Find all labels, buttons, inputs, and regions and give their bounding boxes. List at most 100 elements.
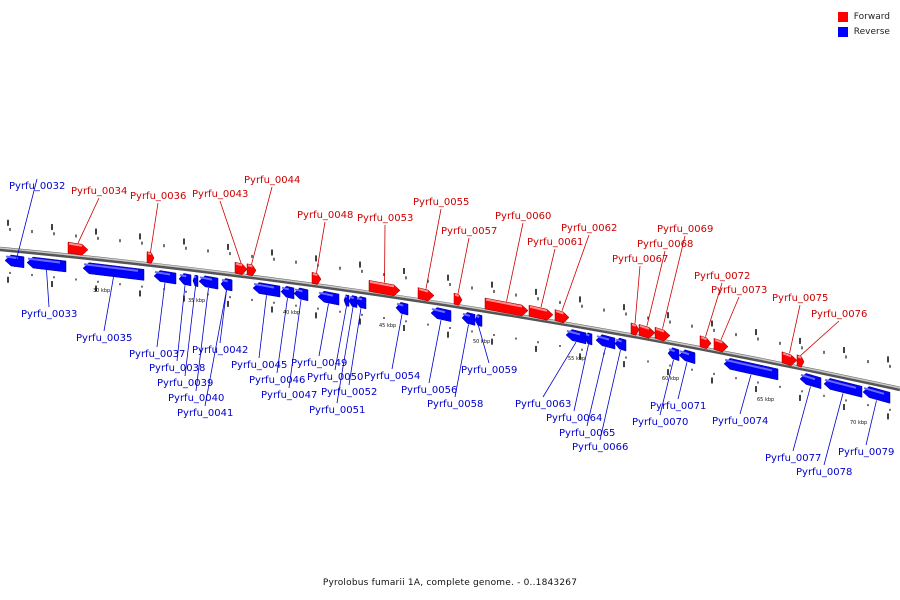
gene-highlight [199,276,213,281]
gene-highlight [555,310,564,315]
leader-line [599,349,621,441]
gene-highlight [369,280,395,288]
gene-highlight [193,275,197,279]
gene-highlight [318,291,334,297]
gene-highlight [179,273,187,278]
gene-highlight [724,358,773,372]
gene-label-pyrfu-0039: Pyrfu_0039 [157,378,213,389]
gene-label-pyrfu-0055: Pyrfu_0055 [413,197,469,208]
legend: Forward Reverse [837,9,890,39]
leader-line [720,296,740,340]
gene-label-pyrfu-0079: Pyrfu_0079 [838,447,894,458]
scale-labels: 30 kbp 35 kbp 40 kbp 45 kbp 50 kbp 55 kbp 60 k… [93,288,867,426]
gene-label-pyrfu-0048: Pyrfu_0048 [297,210,353,221]
gene-label-pyrfu-0052: Pyrfu_0052 [321,387,377,398]
gene-arrow-pyrfu-0052 [355,296,367,310]
gene-label-pyrfu-0075: Pyrfu_0075 [772,293,828,304]
leader-line [659,359,674,416]
gene-label-pyrfu-0038: Pyrfu_0038 [149,363,205,374]
gene-arrow-pyrfu-0032 [4,254,25,269]
gene-highlight [147,252,152,255]
gene-label-pyrfu-0034: Pyrfu_0034 [71,186,127,197]
leader-line [823,393,844,466]
gene-arrow-pyrfu-0060 [484,297,529,317]
gene-label-pyrfu-0036: Pyrfu_0036 [130,191,186,202]
tick-marks [7,219,891,420]
gene-label-pyrfu-0067: Pyrfu_0067 [612,254,668,265]
gene-highlight [431,308,446,314]
gene-label-pyrfu-0062: Pyrfu_0062 [561,223,617,234]
gene-label-pyrfu-0035: Pyrfu_0035 [76,333,132,344]
leader-line [542,341,577,398]
gene-highlight [294,288,303,293]
gene-highlight [700,336,707,341]
gene-highlight [615,338,622,343]
gene-highlight [596,335,610,341]
leader-line [792,386,811,452]
gene-arrow-pyrfu-0049 [317,290,340,306]
gene-label-pyrfu-0042: Pyrfu_0042 [192,345,248,356]
leader-line [540,248,556,308]
gene-arrow-pyrfu-0070 [667,347,680,362]
gene-arrow-pyrfu-0063 [565,329,587,345]
gene-highlight [462,312,471,317]
gene-highlight [797,355,802,359]
gene-label-pyrfu-0074: Pyrfu_0074 [712,416,768,427]
gene-arrow-pyrfu-0076 [796,354,805,368]
gene-label-pyrfu-0041: Pyrfu_0041 [177,408,233,419]
leader-line [258,295,267,359]
leader-line [454,324,469,398]
gene-label-pyrfu-0032: Pyrfu_0032 [9,181,65,192]
label-leader-lines [14,178,877,466]
gene-highlight [529,305,548,312]
gene-highlight [312,272,318,277]
gene-label-pyrfu-0053: Pyrfu_0053 [357,213,413,224]
gene-label-pyrfu-0073: Pyrfu_0073 [711,285,767,296]
gene-arrow-pyrfu-0044 [246,263,257,277]
gene-arrow-pyrfu-0056 [430,307,452,322]
gene-arrow-pyrfu-0078 [823,378,863,398]
gene-arrow-pyrfu-0048 [311,272,322,285]
leader-line [586,347,606,427]
gene-arrow-pyrfu-0051 [348,295,358,308]
genome-backbone [0,246,900,392]
gene-label-pyrfu-0065: Pyrfu_0065 [559,428,615,439]
gene-highlight [83,263,139,272]
leader-line [288,299,302,389]
legend-reverse: Reverse [837,24,890,39]
leader-line [662,235,686,329]
gene-highlight [782,352,792,358]
gene-label-pyrfu-0059: Pyrfu_0059 [461,365,517,376]
gene-label-pyrfu-0040: Pyrfu_0040 [168,393,224,404]
gene-label-pyrfu-0050: Pyrfu_0050 [307,372,363,383]
scale-label-65-kbp: 65 kbp [757,397,774,403]
scale-label-50-kbp: 50 kbp [473,339,490,345]
genome-caption: Pyrolobus fumarii 1A, complete genome. -… [322,578,578,588]
gene-highlight [247,264,253,268]
leader-line [276,297,288,374]
gene-arrow-pyrfu-0035 [82,262,145,281]
gene-highlight [154,271,171,276]
leader-line [646,250,666,326]
leader-line [318,303,329,357]
leader-line [219,290,227,344]
gene-highlight [566,330,581,336]
gene-arrow-pyrfu-0058 [461,312,476,326]
gene-arrow-pyrfu-0053 [368,280,401,297]
leader-line [506,222,524,302]
gene-highlight [396,302,404,307]
gene-arrow-pyrfu-0046 [280,285,295,300]
gene-label-pyrfu-0078: Pyrfu_0078 [796,467,852,478]
gene-arrow-pyrfu-0072 [699,335,712,350]
gene-arrow-pyrfu-0036 [146,251,155,264]
leader-line [150,202,159,253]
gene-highlight [800,373,816,381]
gene-arrow-pyrfu-0034 [67,241,89,256]
gene-label-pyrfu-0076: Pyrfu_0076 [811,309,867,320]
leader-line [391,314,403,370]
leader-line [204,290,227,407]
scale-label-40-kbp: 40 kbp [283,310,300,316]
gene-highlight [344,295,348,298]
gene-label-pyrfu-0058: Pyrfu_0058 [427,399,483,410]
gene-label-pyrfu-0071: Pyrfu_0071 [650,401,706,412]
